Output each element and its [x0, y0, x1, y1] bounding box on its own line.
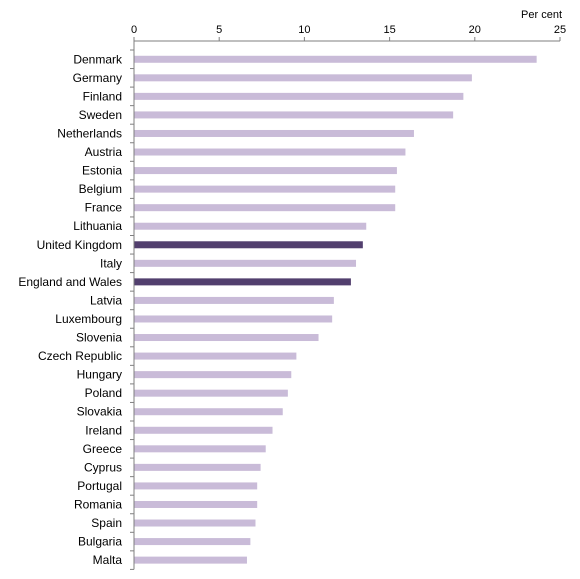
category-label: Slovakia — [77, 405, 123, 419]
category-label: Denmark — [73, 52, 123, 66]
bar-hungary — [134, 371, 292, 379]
category-label: Finland — [83, 89, 122, 103]
category-label: Austria — [85, 145, 123, 159]
category-label: Latvia — [90, 293, 122, 307]
bar-poland — [134, 389, 288, 397]
bar-germany — [134, 74, 472, 82]
category-label: France — [85, 201, 123, 215]
bar-england-and-wales — [134, 278, 351, 286]
category-label: Luxembourg — [55, 312, 122, 326]
category-label: Bulgaria — [78, 535, 122, 549]
bar-luxembourg — [134, 315, 333, 323]
category-label: Italy — [100, 256, 122, 270]
bar-cyprus — [134, 463, 261, 471]
unit-label: Per cent — [521, 9, 562, 21]
bar-latvia — [134, 296, 334, 304]
bar-united-kingdom — [134, 241, 363, 249]
category-label: Malta — [93, 553, 123, 567]
category-label: Germany — [73, 71, 122, 85]
bar-lithuania — [134, 222, 367, 230]
bar-italy — [134, 259, 357, 267]
bar-belgium — [134, 185, 396, 193]
category-label: Lithuania — [73, 219, 122, 233]
category-label: Romania — [74, 497, 122, 511]
category-labels: Denmark Germany Finland Sweden Netherlands Au… — [18, 52, 123, 567]
bar-bulgaria — [134, 538, 251, 546]
category-label: Ireland — [85, 423, 122, 437]
bar-ireland — [134, 426, 273, 434]
bar-greece — [134, 445, 266, 453]
x-tick-label: 15 — [383, 24, 395, 36]
x-tick-label: 5 — [216, 24, 222, 36]
tick-labels: 0 5 10 15 20 25 — [131, 24, 566, 36]
bar-romania — [134, 500, 258, 508]
category-label: Hungary — [77, 368, 122, 382]
bar-portugal — [134, 482, 258, 490]
category-label: Belgium — [79, 182, 122, 196]
bar-estonia — [134, 167, 397, 175]
category-label: Cyprus — [84, 460, 122, 474]
bar-france — [134, 204, 396, 212]
category-label: Slovenia — [76, 331, 122, 345]
bar-slovenia — [134, 334, 319, 342]
x-tick-label: 10 — [298, 24, 310, 36]
category-label: Czech Republic — [38, 349, 122, 363]
category-label: Sweden — [79, 108, 122, 122]
category-label: United Kingdom — [37, 238, 122, 252]
category-label: Spain — [91, 516, 122, 530]
bar-finland — [134, 92, 464, 100]
bar-denmark — [134, 55, 537, 63]
category-label: Poland — [85, 386, 122, 400]
category-label: Netherlands — [57, 126, 122, 140]
bar-netherlands — [134, 129, 414, 137]
bar-austria — [134, 148, 406, 156]
x-tick-label: 20 — [469, 24, 481, 36]
category-label: Greece — [83, 442, 123, 456]
x-tick-label: 25 — [554, 24, 566, 36]
x-tick-label: 0 — [131, 24, 137, 36]
category-label: Estonia — [82, 164, 122, 178]
bar-spain — [134, 519, 256, 527]
bars — [134, 55, 537, 564]
category-label: England and Wales — [18, 275, 122, 289]
bar-slovakia — [134, 408, 283, 416]
bar-czech-republic — [134, 352, 297, 360]
bar-malta — [134, 556, 247, 564]
axes — [130, 37, 561, 570]
bar-sweden — [134, 111, 454, 119]
category-label: Portugal — [77, 479, 122, 493]
